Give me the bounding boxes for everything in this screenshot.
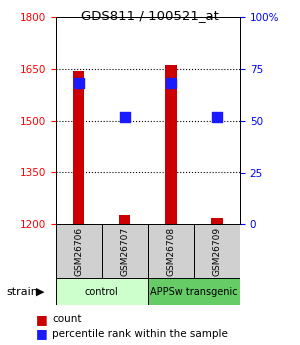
- Bar: [119, 215, 130, 224]
- Point: [214, 114, 219, 119]
- Bar: [73, 71, 84, 224]
- Point: [76, 81, 81, 86]
- Bar: [56, 278, 148, 305]
- Bar: [102, 224, 148, 278]
- Text: ■: ■: [36, 313, 48, 326]
- Bar: [211, 218, 223, 224]
- Bar: [148, 278, 240, 305]
- Text: control: control: [85, 287, 118, 296]
- Text: GSM26707: GSM26707: [120, 226, 129, 276]
- Bar: [194, 224, 240, 278]
- Text: GSM26706: GSM26706: [74, 226, 83, 276]
- Text: GSM26709: GSM26709: [212, 226, 221, 276]
- Text: percentile rank within the sample: percentile rank within the sample: [52, 329, 228, 339]
- Text: APPSw transgenic: APPSw transgenic: [150, 287, 238, 296]
- Text: GSM26708: GSM26708: [166, 226, 175, 276]
- Point: [168, 81, 173, 86]
- Text: GDS811 / 100521_at: GDS811 / 100521_at: [81, 9, 219, 22]
- Bar: [56, 224, 102, 278]
- Bar: [148, 224, 194, 278]
- Point: [122, 114, 127, 119]
- Text: count: count: [52, 314, 82, 324]
- Bar: [165, 65, 177, 224]
- Text: ■: ■: [36, 327, 48, 341]
- Text: ▶: ▶: [36, 287, 45, 296]
- Text: strain: strain: [6, 287, 38, 296]
